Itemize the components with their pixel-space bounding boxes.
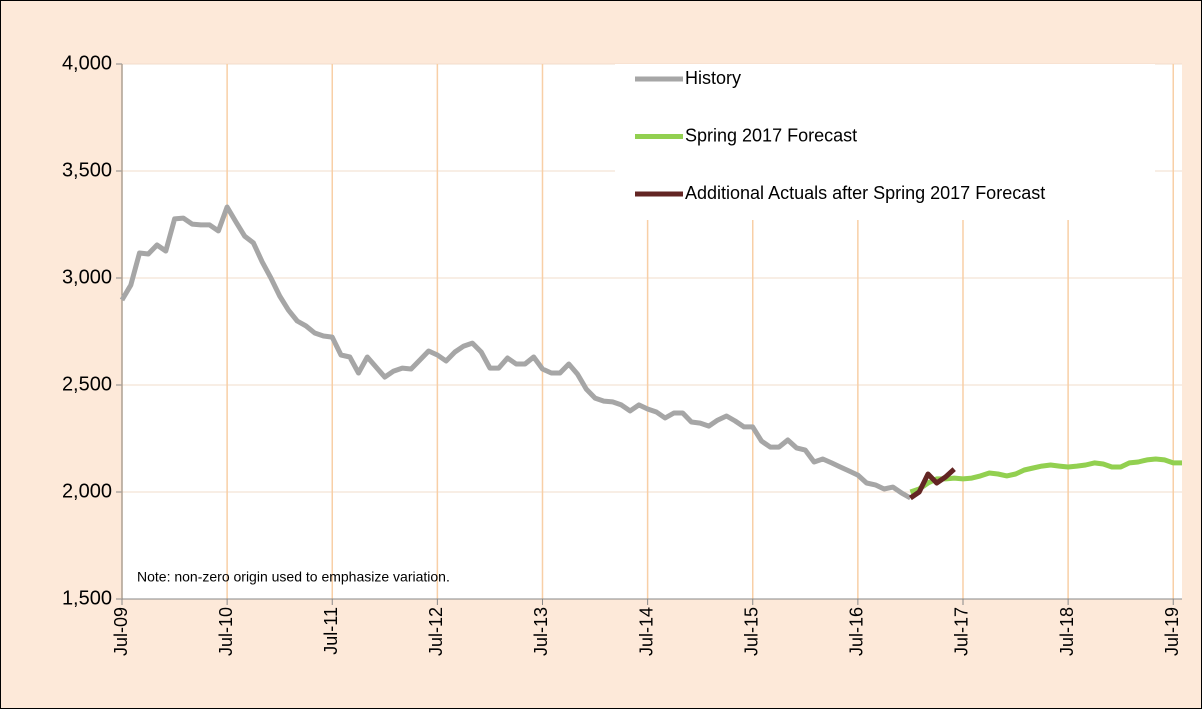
x-tick-label: Jul-15 [741,607,761,656]
y-tick-label: 3,500 [62,159,112,181]
annotation: Note: non-zero origin used to emphasize … [137,569,450,585]
legend-label: History [685,68,741,88]
legend-label: Spring 2017 Forecast [685,125,857,145]
x-tick-label: Jul-13 [531,607,551,656]
y-tick-label: 1,500 [62,587,112,609]
x-tick-label: Jul-17 [952,607,972,656]
lines [119,204,1182,501]
x-tick-label: Jul-10 [216,607,236,656]
y-tick-label: 4,000 [62,52,112,74]
series-line [908,467,956,501]
series-line [119,204,912,501]
y-tick-label: 3,000 [62,266,112,288]
x-tick-label: Jul-14 [636,607,656,656]
x-tick-label: Jul-12 [426,607,446,656]
legend: History Spring 2017 Forecast Additional Ac… [615,64,1155,220]
legend-label: Additional Actuals after Spring 2017 For… [685,183,1045,203]
series-line [909,456,1182,495]
x-tick-label: Jul-16 [847,607,867,656]
y-tick-label: 2,000 [62,480,112,502]
x-tick-label: Jul-11 [321,607,341,655]
x-tick-label: Jul-18 [1057,607,1077,656]
y-tick-label: 2,500 [62,373,112,395]
x-tick-label: Jul-19 [1162,607,1182,656]
legend-box [615,64,1155,220]
x-tick-label: Jul-09 [111,607,131,656]
